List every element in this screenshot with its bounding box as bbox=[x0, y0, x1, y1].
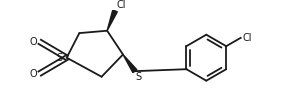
Text: O: O bbox=[29, 69, 37, 79]
Polygon shape bbox=[123, 54, 137, 73]
Text: S: S bbox=[57, 53, 63, 63]
Polygon shape bbox=[107, 10, 117, 31]
Text: Cl: Cl bbox=[242, 33, 252, 43]
Text: S: S bbox=[136, 72, 142, 82]
Text: Cl: Cl bbox=[117, 0, 126, 10]
Text: O: O bbox=[29, 37, 37, 47]
